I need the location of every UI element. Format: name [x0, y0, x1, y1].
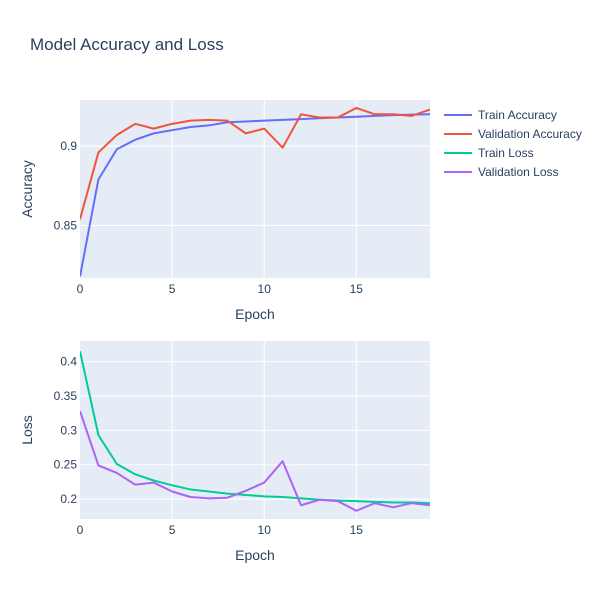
series-line-validation-loss: [80, 410, 430, 512]
legend-item-validation-accuracy[interactable]: Validation Accuracy: [444, 127, 582, 141]
loss-x-axis-title: Epoch: [235, 547, 275, 563]
chart-title: Model Accuracy and Loss: [30, 35, 224, 54]
loss-x-tick-label: 15: [350, 523, 364, 537]
legend-item-train-loss[interactable]: Train Loss: [444, 146, 534, 160]
series-line-train-accuracy: [80, 113, 430, 277]
legend-label-train-accuracy: Train Accuracy: [478, 108, 557, 122]
loss-y-tick-label: 0.25: [54, 458, 78, 472]
accuracy-y-tick-label: 0.85: [54, 219, 78, 233]
accuracy-x-tick-label: 0: [77, 282, 84, 296]
accuracy-x-tick-label: 5: [169, 282, 176, 296]
loss-y-tick-label: 0.35: [54, 389, 78, 403]
loss-x-tick-label: 0: [77, 523, 84, 537]
loss-y-tick-label: 0.3: [60, 423, 77, 437]
accuracy-y-tick-label: 0.9: [60, 139, 77, 153]
loss-y-tick-label: 0.2: [60, 492, 77, 506]
legend-label-train-loss: Train Loss: [478, 146, 534, 160]
loss-subplot: 0 5 10 15 0.2 0.25 0.3 0.35 0.4 Epoch Loss: [19, 341, 430, 563]
loss-y-tick-label: 0.4: [60, 355, 77, 369]
series-line-train-loss: [80, 351, 430, 505]
accuracy-x-axis-title: Epoch: [235, 306, 275, 322]
accuracy-y-axis-title: Accuracy: [19, 160, 35, 218]
legend-item-validation-loss[interactable]: Validation Loss: [444, 165, 559, 179]
accuracy-x-tick-label: 15: [350, 282, 364, 296]
series-line-validation-accuracy: [80, 106, 430, 220]
loss-y-axis-title: Loss: [19, 415, 35, 445]
accuracy-subplot: 0 5 10 15 0.85 0.9 Epoch Accuracy: [19, 100, 430, 322]
legend-label-validation-loss: Validation Loss: [478, 165, 559, 179]
accuracy-plot-area: [80, 100, 430, 278]
legend-label-validation-accuracy: Validation Accuracy: [478, 127, 582, 141]
accuracy-x-tick-label: 10: [258, 282, 272, 296]
legend-item-train-accuracy[interactable]: Train Accuracy: [444, 108, 557, 122]
loss-x-tick-label: 5: [169, 523, 176, 537]
legend[interactable]: Train Accuracy Validation Accuracy Train L…: [444, 108, 582, 179]
loss-x-tick-label: 10: [258, 523, 272, 537]
